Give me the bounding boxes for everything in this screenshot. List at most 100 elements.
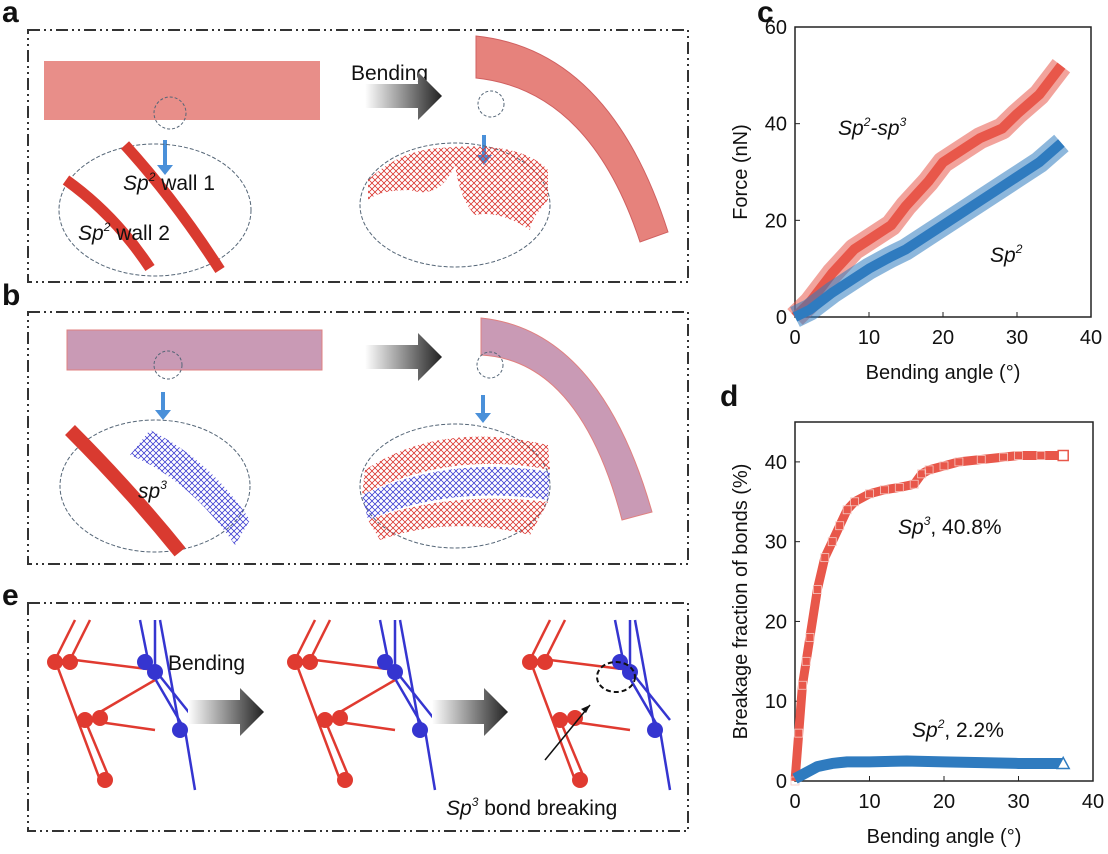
red-atom	[537, 654, 553, 670]
panel-letter-a: a	[2, 0, 19, 29]
panel-a-frame	[27, 29, 689, 283]
bending-arrow-icon	[432, 688, 508, 736]
pointer-arrow-icon	[544, 704, 591, 761]
sp3-point	[999, 452, 1008, 462]
zoom-ellipse-sp3	[59, 419, 251, 553]
red-atom	[317, 712, 333, 728]
sp3-end-marker	[1057, 449, 1069, 462]
sp3-point	[894, 483, 904, 492]
label-wall-2: Sp2 wall 2	[78, 220, 170, 245]
sp2-end-marker	[1055, 755, 1071, 770]
sp3-point	[801, 656, 811, 666]
blue-arrow-icon	[157, 140, 173, 175]
sp3-point	[827, 537, 837, 547]
bent-tube-sp2	[475, 35, 669, 243]
panel-a: a Sp2 wall 1 Sp2 wall 2 Bending	[2, 0, 689, 283]
sp3-point	[805, 633, 815, 642]
red-atom	[92, 710, 108, 726]
straight-tube-sp2	[44, 61, 320, 120]
blue-arrow-icon	[155, 392, 171, 420]
annotation-sp2-sp3: Sp2-sp3	[838, 115, 907, 140]
label-sup: 3	[900, 115, 907, 129]
label-sup: 3	[924, 514, 931, 528]
buckled-lattice	[368, 146, 548, 230]
blue-atom	[387, 664, 403, 680]
atom-structure-bending	[287, 619, 437, 791]
bond-line	[394, 669, 436, 721]
bond-line	[543, 619, 567, 661]
sp3-point	[954, 457, 964, 467]
panel-letter-b: b	[2, 279, 20, 312]
bond-line	[158, 619, 182, 731]
zoom-circle	[477, 90, 505, 118]
sp3-point	[939, 461, 949, 471]
panel-d-chart: d 0 10 20 30 40 0 10 20 30 40 Bending angle (°) Bre…	[720, 380, 1104, 848]
red-atom	[552, 712, 568, 728]
panel-e: e Bending Sp3 bond breaking	[2, 579, 689, 832]
zoom-ellipse-buckle	[359, 142, 551, 268]
x-tick-label: 20	[932, 327, 954, 349]
label-part: Sp	[898, 516, 924, 539]
bond-line	[183, 729, 197, 791]
panel-letter-c: c	[757, 0, 774, 29]
bond-line	[633, 619, 657, 731]
bond-line	[398, 619, 422, 731]
x-tick-label: 40	[1082, 791, 1104, 813]
y-axis-label: Breakage fraction of bonds (%)	[730, 464, 752, 740]
red-atom	[332, 710, 348, 726]
red-atom	[97, 772, 113, 788]
y-tick-label: 20	[765, 611, 787, 633]
sp2-line	[792, 139, 1065, 322]
red-atom	[567, 710, 583, 726]
label-part: -sp	[870, 117, 899, 140]
blue-atom	[412, 722, 428, 738]
sp3-point	[820, 553, 830, 563]
bond-line	[293, 619, 317, 661]
broken-bond-circle	[596, 661, 636, 693]
zoom-ellipse-walls	[58, 143, 252, 277]
label-sp3: sp3	[138, 478, 167, 503]
y-tick-label: 40	[765, 452, 787, 474]
bending-arrow-icon	[365, 72, 442, 120]
bond-line	[94, 678, 156, 717]
label-wall-1: Sp2 wall 1	[123, 170, 215, 195]
label-part: Sp	[912, 719, 938, 742]
sp3-point	[976, 455, 986, 464]
sp3-point	[794, 728, 804, 738]
blue-atom	[377, 654, 393, 670]
red-atom	[337, 772, 353, 788]
sp3-point	[909, 479, 919, 489]
label-sup: 2	[937, 717, 945, 731]
label-bond-breaking: Sp3 bond breaking	[446, 795, 617, 820]
bent-tube-sp3	[480, 317, 653, 521]
bending-label-a: Bending	[351, 62, 428, 85]
zoom-ellipse-bent-sp3	[359, 423, 551, 549]
sp3-point	[798, 680, 807, 690]
y-tick-label: 0	[776, 771, 787, 793]
sp3-point	[1036, 451, 1046, 460]
bent-lattice-blue	[362, 466, 550, 520]
red-atom	[287, 654, 303, 670]
blue-atom	[647, 722, 663, 738]
sp2sp3-line	[791, 62, 1066, 321]
sp3-point	[1014, 451, 1023, 460]
sp3-point	[812, 585, 822, 594]
pointer-arrowhead-icon	[581, 705, 590, 713]
zoom-circle	[476, 351, 504, 379]
zoom-circle	[153, 96, 187, 130]
annotation-sp2: Sp2	[990, 242, 1023, 267]
y-tick-label: 30	[765, 532, 787, 554]
panel-e-frame	[27, 602, 689, 832]
y-tick-label: 60	[765, 17, 787, 39]
annotation-sp3: Sp3, 40.8%	[898, 514, 1002, 539]
bond-line	[323, 719, 352, 781]
red-atom	[522, 654, 538, 670]
x-tick-label: 0	[789, 327, 800, 349]
sp3-point	[924, 465, 934, 475]
red-atom	[47, 654, 63, 670]
red-atom	[62, 654, 78, 670]
sp3-point	[865, 489, 874, 499]
bond-line	[308, 619, 332, 661]
blue-arrow-icon	[475, 395, 491, 423]
label-part: Sp	[990, 244, 1016, 267]
